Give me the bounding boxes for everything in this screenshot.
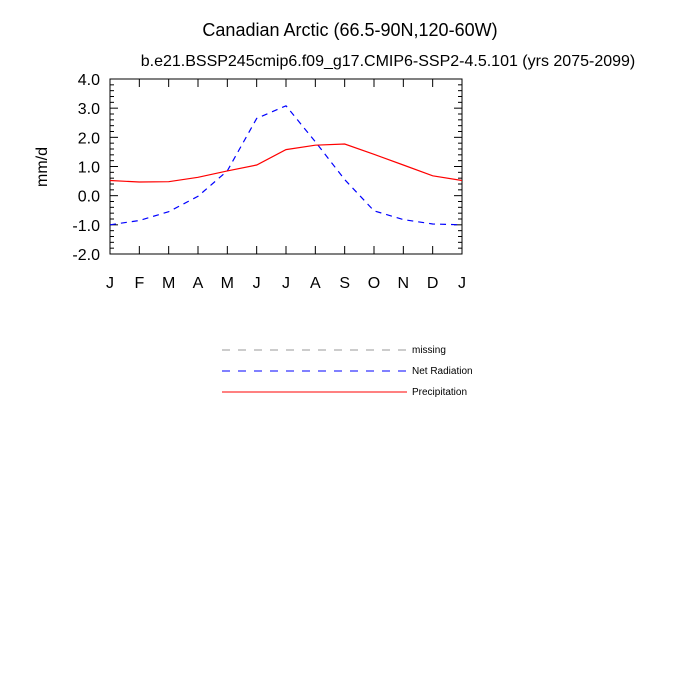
x-tick-label: S bbox=[339, 275, 350, 292]
legend: missing Net Radiation Precipitation bbox=[222, 345, 473, 398]
x-tick-label: A bbox=[193, 275, 204, 292]
x-tick-label: N bbox=[398, 275, 410, 292]
y-tick-label: 4.0 bbox=[78, 72, 100, 89]
x-tick-label: J bbox=[253, 275, 261, 292]
legend-label-missing: missing bbox=[412, 345, 446, 356]
series-group bbox=[109, 105, 463, 226]
x-tick-label: J bbox=[282, 275, 290, 292]
chart-subtitle: b.e21.BSSP245cmip6.f09_g17.CMIP6-SSP2-4.… bbox=[141, 53, 636, 70]
y-tick-label: 2.0 bbox=[78, 130, 100, 147]
y-tick-label: 0.0 bbox=[78, 189, 100, 206]
x-tick-label: D bbox=[427, 275, 439, 292]
series-line-precipitation bbox=[109, 143, 463, 183]
legend-label-net-radiation: Net Radiation bbox=[412, 366, 473, 377]
y-tick-label: 3.0 bbox=[78, 101, 100, 118]
x-tick-label: M bbox=[221, 275, 234, 292]
x-tick-label: A bbox=[310, 275, 321, 292]
series-line-net-radiation bbox=[109, 105, 463, 226]
y-ticks: 4.0 3.0 2.0 1.0 0.0 -1.0 -2.0 bbox=[72, 72, 462, 264]
x-tick-label: J bbox=[458, 275, 466, 292]
y-tick-label: -1.0 bbox=[72, 218, 100, 235]
y-tick-label: -2.0 bbox=[72, 247, 100, 264]
x-tick-label: M bbox=[162, 275, 175, 292]
chart-title: Canadian Arctic (66.5-90N,120-60W) bbox=[202, 20, 497, 40]
legend-label-precipitation: Precipitation bbox=[412, 387, 467, 398]
y-tick-label: 1.0 bbox=[78, 160, 100, 177]
x-tick-label: O bbox=[368, 275, 380, 292]
x-tick-label: F bbox=[134, 275, 144, 292]
y-axis-label: mm/d bbox=[34, 147, 51, 187]
x-tick-label: J bbox=[106, 275, 114, 292]
